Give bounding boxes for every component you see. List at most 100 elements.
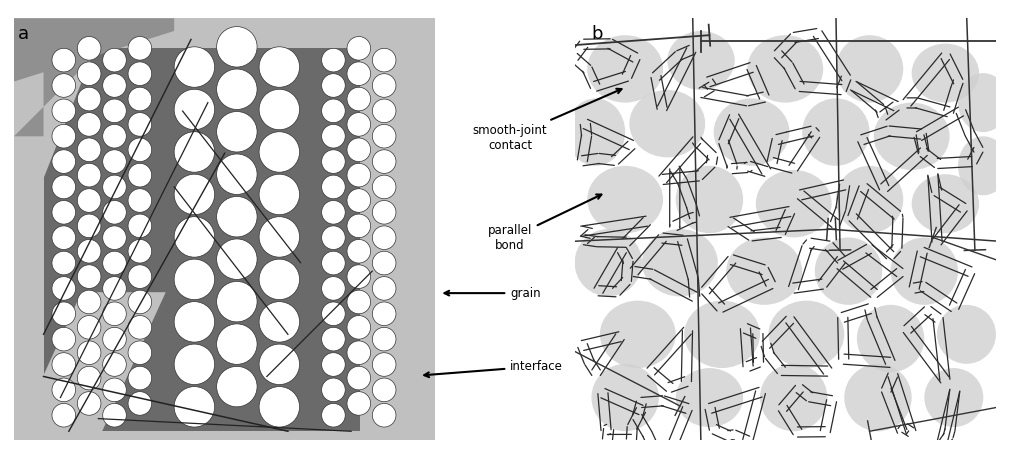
Circle shape	[347, 265, 371, 289]
Circle shape	[347, 113, 371, 136]
Circle shape	[373, 378, 396, 402]
Circle shape	[103, 353, 126, 376]
Circle shape	[78, 366, 101, 390]
Bar	[43, 27, 373, 431]
Polygon shape	[14, 18, 107, 179]
Ellipse shape	[958, 73, 1009, 132]
Circle shape	[52, 277, 76, 300]
Circle shape	[347, 62, 371, 86]
Circle shape	[174, 259, 214, 300]
Circle shape	[321, 150, 345, 174]
Ellipse shape	[760, 364, 827, 431]
Circle shape	[373, 74, 396, 97]
Circle shape	[78, 265, 101, 289]
Circle shape	[216, 366, 258, 407]
Circle shape	[128, 240, 152, 263]
Circle shape	[128, 265, 152, 289]
Circle shape	[78, 113, 101, 136]
Circle shape	[347, 240, 371, 263]
Circle shape	[373, 353, 396, 376]
Circle shape	[52, 201, 76, 224]
Ellipse shape	[891, 237, 958, 305]
Circle shape	[373, 251, 396, 275]
Circle shape	[52, 327, 76, 351]
Ellipse shape	[676, 166, 743, 233]
Circle shape	[78, 37, 101, 60]
Circle shape	[347, 290, 371, 314]
Circle shape	[216, 112, 258, 152]
Text: a: a	[18, 25, 29, 43]
Circle shape	[321, 353, 345, 376]
Circle shape	[128, 290, 152, 314]
Bar	[360, 27, 435, 431]
Circle shape	[103, 74, 126, 97]
Circle shape	[174, 302, 214, 342]
Circle shape	[347, 189, 371, 213]
Circle shape	[78, 392, 101, 415]
Polygon shape	[14, 18, 174, 82]
Circle shape	[321, 125, 345, 148]
Circle shape	[128, 341, 152, 365]
Circle shape	[321, 277, 345, 300]
Circle shape	[128, 138, 152, 162]
Ellipse shape	[684, 300, 760, 368]
Circle shape	[260, 302, 300, 342]
Circle shape	[103, 150, 126, 174]
Ellipse shape	[587, 166, 664, 233]
Circle shape	[103, 327, 126, 351]
Circle shape	[216, 239, 258, 279]
Ellipse shape	[769, 300, 844, 368]
Circle shape	[78, 164, 101, 187]
Ellipse shape	[567, 98, 625, 166]
Text: parallel
bond: parallel bond	[488, 195, 601, 252]
Text: interface: interface	[424, 360, 563, 377]
Circle shape	[260, 89, 300, 130]
Ellipse shape	[642, 229, 718, 296]
Circle shape	[78, 62, 101, 86]
Ellipse shape	[802, 98, 870, 166]
Circle shape	[78, 138, 101, 162]
Circle shape	[52, 226, 76, 250]
Circle shape	[52, 353, 76, 376]
Circle shape	[103, 302, 126, 326]
Circle shape	[174, 387, 214, 427]
Ellipse shape	[815, 237, 882, 305]
Ellipse shape	[856, 305, 924, 372]
Circle shape	[128, 87, 152, 111]
Ellipse shape	[836, 35, 903, 103]
Circle shape	[321, 327, 345, 351]
Circle shape	[103, 226, 126, 250]
Circle shape	[52, 251, 76, 275]
Circle shape	[174, 344, 214, 385]
Circle shape	[216, 27, 258, 67]
Circle shape	[347, 392, 371, 415]
Circle shape	[128, 113, 152, 136]
Circle shape	[52, 150, 76, 174]
Circle shape	[321, 226, 345, 250]
Circle shape	[52, 74, 76, 97]
Circle shape	[52, 125, 76, 148]
Circle shape	[321, 403, 345, 427]
Text: b: b	[592, 25, 603, 43]
Circle shape	[321, 49, 345, 72]
Circle shape	[128, 62, 152, 86]
Circle shape	[128, 189, 152, 213]
Circle shape	[103, 277, 126, 300]
Ellipse shape	[755, 170, 831, 237]
Circle shape	[103, 378, 126, 402]
Circle shape	[78, 214, 101, 238]
Circle shape	[103, 251, 126, 275]
Circle shape	[260, 174, 300, 215]
Circle shape	[78, 316, 101, 339]
Circle shape	[373, 327, 396, 351]
Circle shape	[128, 392, 152, 415]
Polygon shape	[14, 31, 119, 136]
Ellipse shape	[874, 103, 949, 170]
Circle shape	[52, 49, 76, 72]
Circle shape	[347, 366, 371, 390]
Circle shape	[128, 164, 152, 187]
Circle shape	[52, 99, 76, 123]
Circle shape	[52, 175, 76, 199]
Circle shape	[52, 302, 76, 326]
Circle shape	[347, 37, 371, 60]
